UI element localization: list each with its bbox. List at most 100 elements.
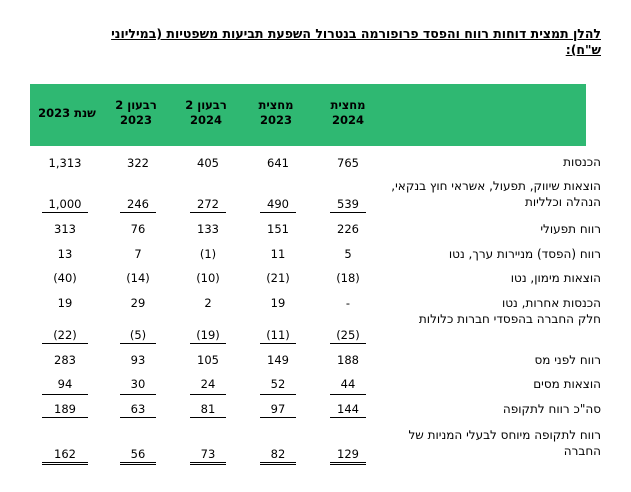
cell-pretax-h1-2023: 149 [267, 353, 289, 367]
column-header-h1-2023: מחצית 2023 [246, 98, 306, 128]
cell-tax-h1-2023: 52 [270, 377, 286, 391]
cell-op-profit-q2-2024: 133 [197, 222, 219, 236]
cell-expenses-h1-2023: 490 [267, 197, 289, 211]
underline [190, 343, 226, 344]
cell-expenses-year-2023: 1,000 [48, 197, 82, 211]
row-label-pretax-profit: רווח לפני מס [534, 353, 601, 367]
underline [120, 212, 156, 213]
cell-securities-q2-2024: (1) [199, 247, 217, 261]
column-header-line2: 2023 [259, 113, 292, 127]
cell-associates-q2-2024: (19) [196, 328, 220, 342]
row-label-tax-expenses: הוצאות מסים [533, 377, 601, 391]
cell-attributable-year-2023: 162 [54, 447, 76, 461]
cell-expenses-h1-2024: 539 [337, 197, 359, 211]
table-title: להלן תמצית דוחות רווח והפסד פרופורמה בנט… [111, 26, 601, 57]
cell-securities-h1-2023: 11 [270, 247, 286, 261]
underline [42, 343, 88, 344]
cell-securities-q2-2023: 7 [134, 247, 142, 261]
column-header-line1: רבעון 2 [115, 98, 157, 112]
cell-securities-year-2023: 13 [57, 247, 73, 261]
cell-other-h1-2023: 19 [270, 296, 286, 310]
double-underline [260, 464, 296, 465]
cell-tax-q2-2023: 30 [130, 377, 146, 391]
column-header-h1-2024: מחצית 2024 [318, 98, 378, 128]
row-label-operating-expenses: הוצאות שיווק, תפעול, אשראי חוץ בנקאי, הנ… [391, 179, 601, 209]
cell-net-profit-h1-2023: 97 [270, 402, 286, 416]
row-label-net-profit: סה"כ רווח לתקופה [502, 402, 601, 416]
double-underline [42, 464, 88, 465]
column-header-line1: מחצית [330, 98, 366, 112]
cell-tax-year-2023: 94 [57, 377, 73, 391]
cell-op-profit-h1-2024: 226 [337, 222, 359, 236]
column-header-line1: רבעון 2 [185, 98, 227, 112]
underline [330, 394, 366, 395]
row-label-securities-gain: רווח (הפסד) מניירות ערך, נטו [448, 247, 601, 261]
underline [190, 417, 226, 418]
underline [42, 394, 88, 395]
cell-revenue-q2-2023: 322 [127, 156, 149, 170]
underline [120, 394, 156, 395]
cell-financing-q2-2023: (14) [126, 271, 150, 285]
cell-financing-q2-2024: (10) [196, 271, 220, 285]
cell-securities-h1-2024: 5 [344, 247, 352, 261]
cell-financing-year-2023: (40) [53, 271, 77, 285]
underline [42, 417, 88, 418]
cell-op-profit-q2-2023: 76 [130, 222, 146, 236]
cell-pretax-year-2023: 283 [54, 353, 76, 367]
column-header-q2-2023: רבעון 2 2023 [106, 98, 166, 128]
cell-net-profit-h1-2024: 144 [337, 402, 359, 416]
cell-other-q2-2023: 29 [130, 296, 146, 310]
cell-associates-q2-2023: (5) [129, 328, 147, 342]
cell-expenses-q2-2024: 272 [197, 197, 219, 211]
cell-attributable-h1-2023: 82 [270, 447, 286, 461]
underline [330, 212, 366, 213]
cell-expenses-q2-2023: 246 [127, 197, 149, 211]
row-label-attributable-profit: רווח לתקופה מיוחס לבעלי המניות של החברה [408, 428, 601, 458]
row-label-financing-expenses: הוצאות מימון, נטו [510, 271, 601, 285]
underline [120, 343, 156, 344]
cell-pretax-q2-2024: 105 [197, 353, 219, 367]
cell-associates-h1-2024: (25) [336, 328, 360, 342]
cell-attributable-h1-2024: 129 [337, 447, 359, 461]
underline [260, 343, 296, 344]
double-underline [330, 464, 366, 465]
underline [330, 462, 366, 463]
column-header-q2-2024: רבעון 2 2024 [176, 98, 236, 128]
double-underline [190, 464, 226, 465]
column-header-line1: מחצית [258, 98, 294, 112]
column-header-line1: שנת 2023 [38, 106, 96, 120]
cell-revenue-h1-2023: 641 [267, 156, 289, 170]
cell-attributable-q2-2024: 73 [200, 447, 216, 461]
column-header-year-2023: שנת 2023 [35, 106, 99, 121]
cell-other-q2-2024: 2 [204, 296, 212, 310]
underline [42, 212, 88, 213]
underline [120, 417, 156, 418]
table-header-band [30, 84, 586, 146]
row-label-associates-loss: חלק החברה בהפסדי חברות כלולות [418, 312, 601, 326]
cell-revenue-h1-2024: 765 [337, 156, 359, 170]
cell-op-profit-year-2023: 313 [54, 222, 76, 236]
cell-other-h1-2024: - [345, 296, 351, 310]
column-header-line2: 2023 [119, 113, 152, 127]
underline [260, 394, 296, 395]
cell-financing-h1-2023: (21) [266, 271, 290, 285]
cell-revenue-q2-2024: 405 [197, 156, 219, 170]
row-label-revenue: הכנסות [563, 155, 601, 169]
cell-financing-h1-2024: (18) [336, 271, 360, 285]
cell-op-profit-h1-2023: 151 [267, 222, 289, 236]
underline [260, 462, 296, 463]
cell-tax-q2-2024: 24 [200, 377, 216, 391]
cell-pretax-q2-2023: 93 [130, 353, 146, 367]
cell-associates-h1-2023: (11) [266, 328, 290, 342]
cell-attributable-q2-2023: 56 [130, 447, 146, 461]
underline [190, 462, 226, 463]
cell-net-profit-q2-2023: 63 [130, 402, 146, 416]
underline [190, 212, 226, 213]
double-underline [120, 464, 156, 465]
cell-associates-year-2023: (22) [53, 328, 77, 342]
column-header-line2: 2024 [189, 113, 222, 127]
cell-net-profit-q2-2024: 81 [200, 402, 216, 416]
underline [330, 343, 366, 344]
row-label-operating-profit: רווח תפעולי [540, 222, 601, 236]
underline [190, 394, 226, 395]
